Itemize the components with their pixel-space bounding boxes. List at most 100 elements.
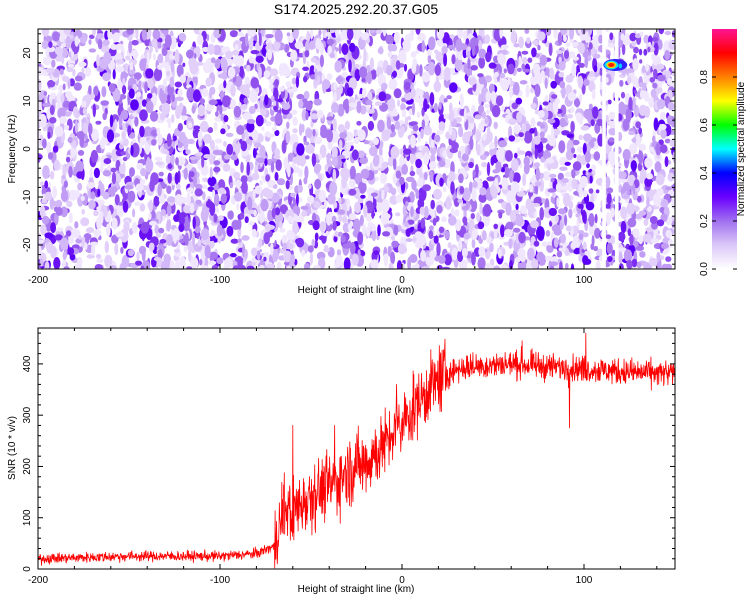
heatmap-cell xyxy=(423,152,430,166)
heatmap-cell xyxy=(639,59,643,64)
heatmap-cell xyxy=(157,133,163,146)
snr-series-line xyxy=(38,332,675,569)
heatmap-cell xyxy=(266,133,275,138)
heatmap-cell xyxy=(400,148,405,156)
heatmap-cell xyxy=(643,218,649,226)
heatmap-cell xyxy=(160,29,167,34)
heatmap-cell xyxy=(338,43,342,55)
heatmap-cell xyxy=(192,232,196,247)
heatmap-cell xyxy=(215,111,219,117)
heatmap-cell xyxy=(342,243,352,249)
heatmap-cell xyxy=(436,29,445,40)
heatmap-cell xyxy=(50,222,56,234)
heatmap-cell xyxy=(375,29,383,34)
heatmap-cell xyxy=(638,127,642,135)
heatmap-cell xyxy=(588,188,594,194)
heatmap-cell xyxy=(334,262,340,269)
heatmap-cell xyxy=(645,63,650,72)
heatmap-cell xyxy=(447,44,456,49)
heatmap-cell xyxy=(96,33,104,40)
heatmap-cell xyxy=(410,87,416,99)
heatmap-cell xyxy=(209,251,219,260)
heatmap-cell xyxy=(571,169,576,179)
heatmap-cell xyxy=(353,29,358,41)
heatmap-cell xyxy=(170,154,175,166)
heatmap-cell xyxy=(643,34,650,44)
heatmap-cell xyxy=(539,207,544,221)
heatmap-cell xyxy=(45,67,55,74)
heatmap-cell xyxy=(470,37,479,47)
heatmap-cell xyxy=(653,68,658,79)
heatmap-cell xyxy=(199,120,209,133)
colorbar: 0.0 0.2 0.4 0.6 0.8 Normalized spectral ampl… xyxy=(699,29,747,276)
heatmap-cell xyxy=(240,175,248,184)
heatmap-cell xyxy=(359,214,364,227)
heatmap-cell xyxy=(287,231,296,241)
heatmap-cell xyxy=(660,128,667,139)
heatmap-cell xyxy=(622,118,630,131)
heatmap-cell xyxy=(198,141,202,146)
heatmap-cell xyxy=(282,242,288,251)
heatmap-cell xyxy=(419,206,425,215)
heatmap-cell xyxy=(46,46,56,53)
heatmap-cell xyxy=(667,239,674,248)
heatmap-cell xyxy=(61,76,70,82)
heatmap-cell xyxy=(363,48,367,62)
heatmap-cell xyxy=(247,119,256,124)
heatmap-cell xyxy=(549,220,553,227)
heatmap-cell xyxy=(561,130,570,136)
heatmap-cell xyxy=(442,186,447,193)
heatmap-cell xyxy=(368,146,378,157)
heatmap-cell xyxy=(176,64,184,78)
heatmap-cell xyxy=(470,104,476,115)
heatmap-cell xyxy=(535,167,540,182)
heatmap-cell xyxy=(468,77,477,85)
heatmap-cell xyxy=(167,122,172,128)
heatmap-cell xyxy=(626,189,631,196)
heatmap-cell xyxy=(556,250,563,258)
heatmap-cell xyxy=(171,94,175,103)
heatmap-cell xyxy=(452,247,458,259)
heatmap-cell xyxy=(561,177,569,184)
heatmap-cell xyxy=(176,156,186,166)
heatmap-cell xyxy=(608,111,616,120)
heatmap-cell xyxy=(648,41,652,47)
heatmap-cell xyxy=(386,97,396,112)
heatmap-cell xyxy=(428,161,437,170)
heatmap-cell xyxy=(510,181,520,195)
heatmap-cell xyxy=(341,71,349,78)
heatmap-cell xyxy=(88,123,93,135)
heatmap-cell xyxy=(216,257,224,265)
heatmap-cell xyxy=(201,156,205,168)
heatmap-cell xyxy=(85,227,95,234)
heatmap-cell xyxy=(189,62,199,75)
heatmap-cell xyxy=(656,251,661,262)
heatmap-cell xyxy=(433,188,442,200)
x-tick-label: -100 xyxy=(210,575,230,586)
heatmap-cell xyxy=(41,199,48,204)
heatmap-cell xyxy=(359,105,367,115)
heatmap-cell xyxy=(607,43,616,48)
heatmap-cell xyxy=(595,260,601,269)
heatmap-cell xyxy=(327,29,336,34)
heatmap-cell xyxy=(287,88,294,93)
heatmap-cell xyxy=(115,231,125,238)
heatmap-cell xyxy=(56,227,64,232)
heatmap-cell xyxy=(157,183,162,197)
colorbar-tick-label: 0.8 xyxy=(699,70,710,84)
heatmap-cell xyxy=(349,165,356,180)
heatmap-cell xyxy=(152,29,161,40)
heatmap-cell xyxy=(229,30,238,38)
heatmap-cell xyxy=(552,159,559,169)
heatmap-cell xyxy=(494,135,498,149)
heatmap-cell xyxy=(524,29,530,34)
heatmap-cell xyxy=(482,230,487,241)
heatmap-cell xyxy=(595,189,600,194)
heatmap-cell xyxy=(41,29,50,37)
heatmap-cell xyxy=(391,70,397,78)
heatmap-cell xyxy=(621,43,626,56)
heatmap-cell xyxy=(505,221,514,231)
heatmap-cell xyxy=(292,116,298,126)
heatmap-cell xyxy=(321,79,331,90)
heatmap-cell xyxy=(514,152,518,159)
